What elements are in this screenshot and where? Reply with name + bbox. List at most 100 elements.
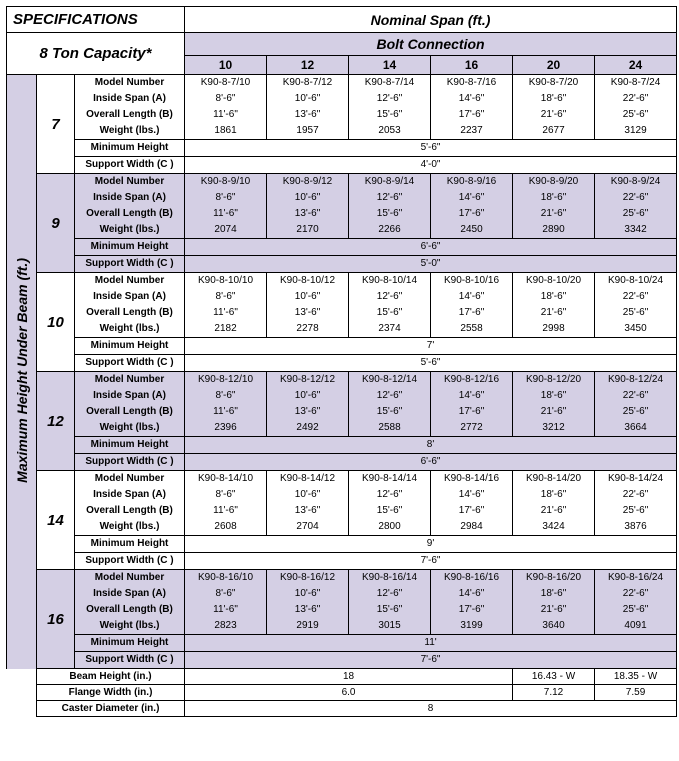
attr-label: Model Number: [75, 273, 185, 290]
cell: 2772: [431, 420, 513, 437]
cell: 2984: [431, 519, 513, 536]
cell: 13'-6": [267, 503, 349, 519]
cell: 14'-6": [431, 487, 513, 503]
attr-label: Support Width (C ): [75, 454, 185, 471]
attr-label: Support Width (C ): [75, 553, 185, 570]
support-width-val: 5'-0": [185, 256, 677, 273]
attr-label: Inside Span (A): [75, 388, 185, 404]
attr-label: Minimum Height: [75, 536, 185, 553]
cell: 17'-6": [431, 107, 513, 123]
cell: 8'-6": [185, 487, 267, 503]
attr-label: Overall Length (B): [75, 206, 185, 222]
footer-val: 8: [185, 701, 677, 717]
attr-label: Model Number: [75, 75, 185, 92]
cell: 2608: [185, 519, 267, 536]
cell: 3212: [513, 420, 595, 437]
attr-label: Model Number: [75, 372, 185, 389]
attr-label: Support Width (C ): [75, 355, 185, 372]
cell: 8'-6": [185, 388, 267, 404]
cell: 13'-6": [267, 305, 349, 321]
cell: 2492: [267, 420, 349, 437]
cell: 11'-6": [185, 602, 267, 618]
cell: 8'-6": [185, 586, 267, 602]
cell: 14'-6": [431, 388, 513, 404]
min-height-val: 7': [185, 338, 677, 355]
cell: K90-8-9/12: [267, 174, 349, 191]
attr-label: Minimum Height: [75, 437, 185, 454]
cell: 11'-6": [185, 305, 267, 321]
attr-label: Minimum Height: [75, 338, 185, 355]
attr-label: Weight (lbs.): [75, 123, 185, 140]
height-16: 16: [37, 570, 75, 669]
cell: 15'-6": [349, 404, 431, 420]
height-9: 9: [37, 174, 75, 273]
cell: 22'-6": [595, 586, 677, 602]
cell: 2374: [349, 321, 431, 338]
cell: 1861: [185, 123, 267, 140]
cell: K90-8-7/20: [513, 75, 595, 92]
cell: 17'-6": [431, 503, 513, 519]
span-col-24: 24: [595, 56, 677, 75]
cell: 15'-6": [349, 206, 431, 222]
cell: 3664: [595, 420, 677, 437]
cell: 2677: [513, 123, 595, 140]
height-7: 7: [37, 75, 75, 174]
span-col-20: 20: [513, 56, 595, 75]
support-width-val: 7'-6": [185, 553, 677, 570]
cell: 17'-6": [431, 602, 513, 618]
attr-label: Inside Span (A): [75, 586, 185, 602]
cell: K90-8-7/16: [431, 75, 513, 92]
cell: K90-8-12/24: [595, 372, 677, 389]
cell: K90-8-9/10: [185, 174, 267, 191]
bolt-connection-title: Bolt Connection: [185, 33, 677, 56]
cell: 12'-6": [349, 289, 431, 305]
cell: K90-8-10/24: [595, 273, 677, 290]
cell: 25'-6": [595, 404, 677, 420]
cell: 18'-6": [513, 91, 595, 107]
cell: 12'-6": [349, 586, 431, 602]
cell: K90-8-14/16: [431, 471, 513, 488]
cell: 3015: [349, 618, 431, 635]
cell: K90-8-10/16: [431, 273, 513, 290]
footer-val: 6.0: [185, 685, 513, 701]
footer-label: Flange Width (in.): [37, 685, 185, 701]
attr-label: Overall Length (B): [75, 107, 185, 123]
attr-label: Inside Span (A): [75, 190, 185, 206]
min-height-val: 8': [185, 437, 677, 454]
cell: K90-8-12/20: [513, 372, 595, 389]
cell: K90-8-16/24: [595, 570, 677, 587]
span-col-12: 12: [267, 56, 349, 75]
cell: 2800: [349, 519, 431, 536]
height-10: 10: [37, 273, 75, 372]
cell: 2074: [185, 222, 267, 239]
attr-label: Weight (lbs.): [75, 420, 185, 437]
cell: 21'-6": [513, 206, 595, 222]
footer-label: Beam Height (in.): [37, 669, 185, 685]
cell: 15'-6": [349, 602, 431, 618]
cell: 14'-6": [431, 289, 513, 305]
cell: K90-8-12/14: [349, 372, 431, 389]
cell: K90-8-9/24: [595, 174, 677, 191]
attr-label: Support Width (C ): [75, 652, 185, 669]
attr-label: Model Number: [75, 570, 185, 587]
support-width-val: 6'-6": [185, 454, 677, 471]
attr-label: Overall Length (B): [75, 503, 185, 519]
cell: K90-8-14/12: [267, 471, 349, 488]
cell: 3199: [431, 618, 513, 635]
cell: K90-8-7/14: [349, 75, 431, 92]
span-col-10: 10: [185, 56, 267, 75]
cell: 25'-6": [595, 206, 677, 222]
cell: 3129: [595, 123, 677, 140]
cell: 25'-6": [595, 602, 677, 618]
cell: 22'-6": [595, 487, 677, 503]
height-14: 14: [37, 471, 75, 570]
cell: 2588: [349, 420, 431, 437]
cell: 2998: [513, 321, 595, 338]
cell: 13'-6": [267, 602, 349, 618]
cell: K90-8-7/12: [267, 75, 349, 92]
cell: 2237: [431, 123, 513, 140]
cell: 18'-6": [513, 289, 595, 305]
min-height-val: 11': [185, 635, 677, 652]
attr-label: Minimum Height: [75, 635, 185, 652]
cell: K90-8-16/16: [431, 570, 513, 587]
